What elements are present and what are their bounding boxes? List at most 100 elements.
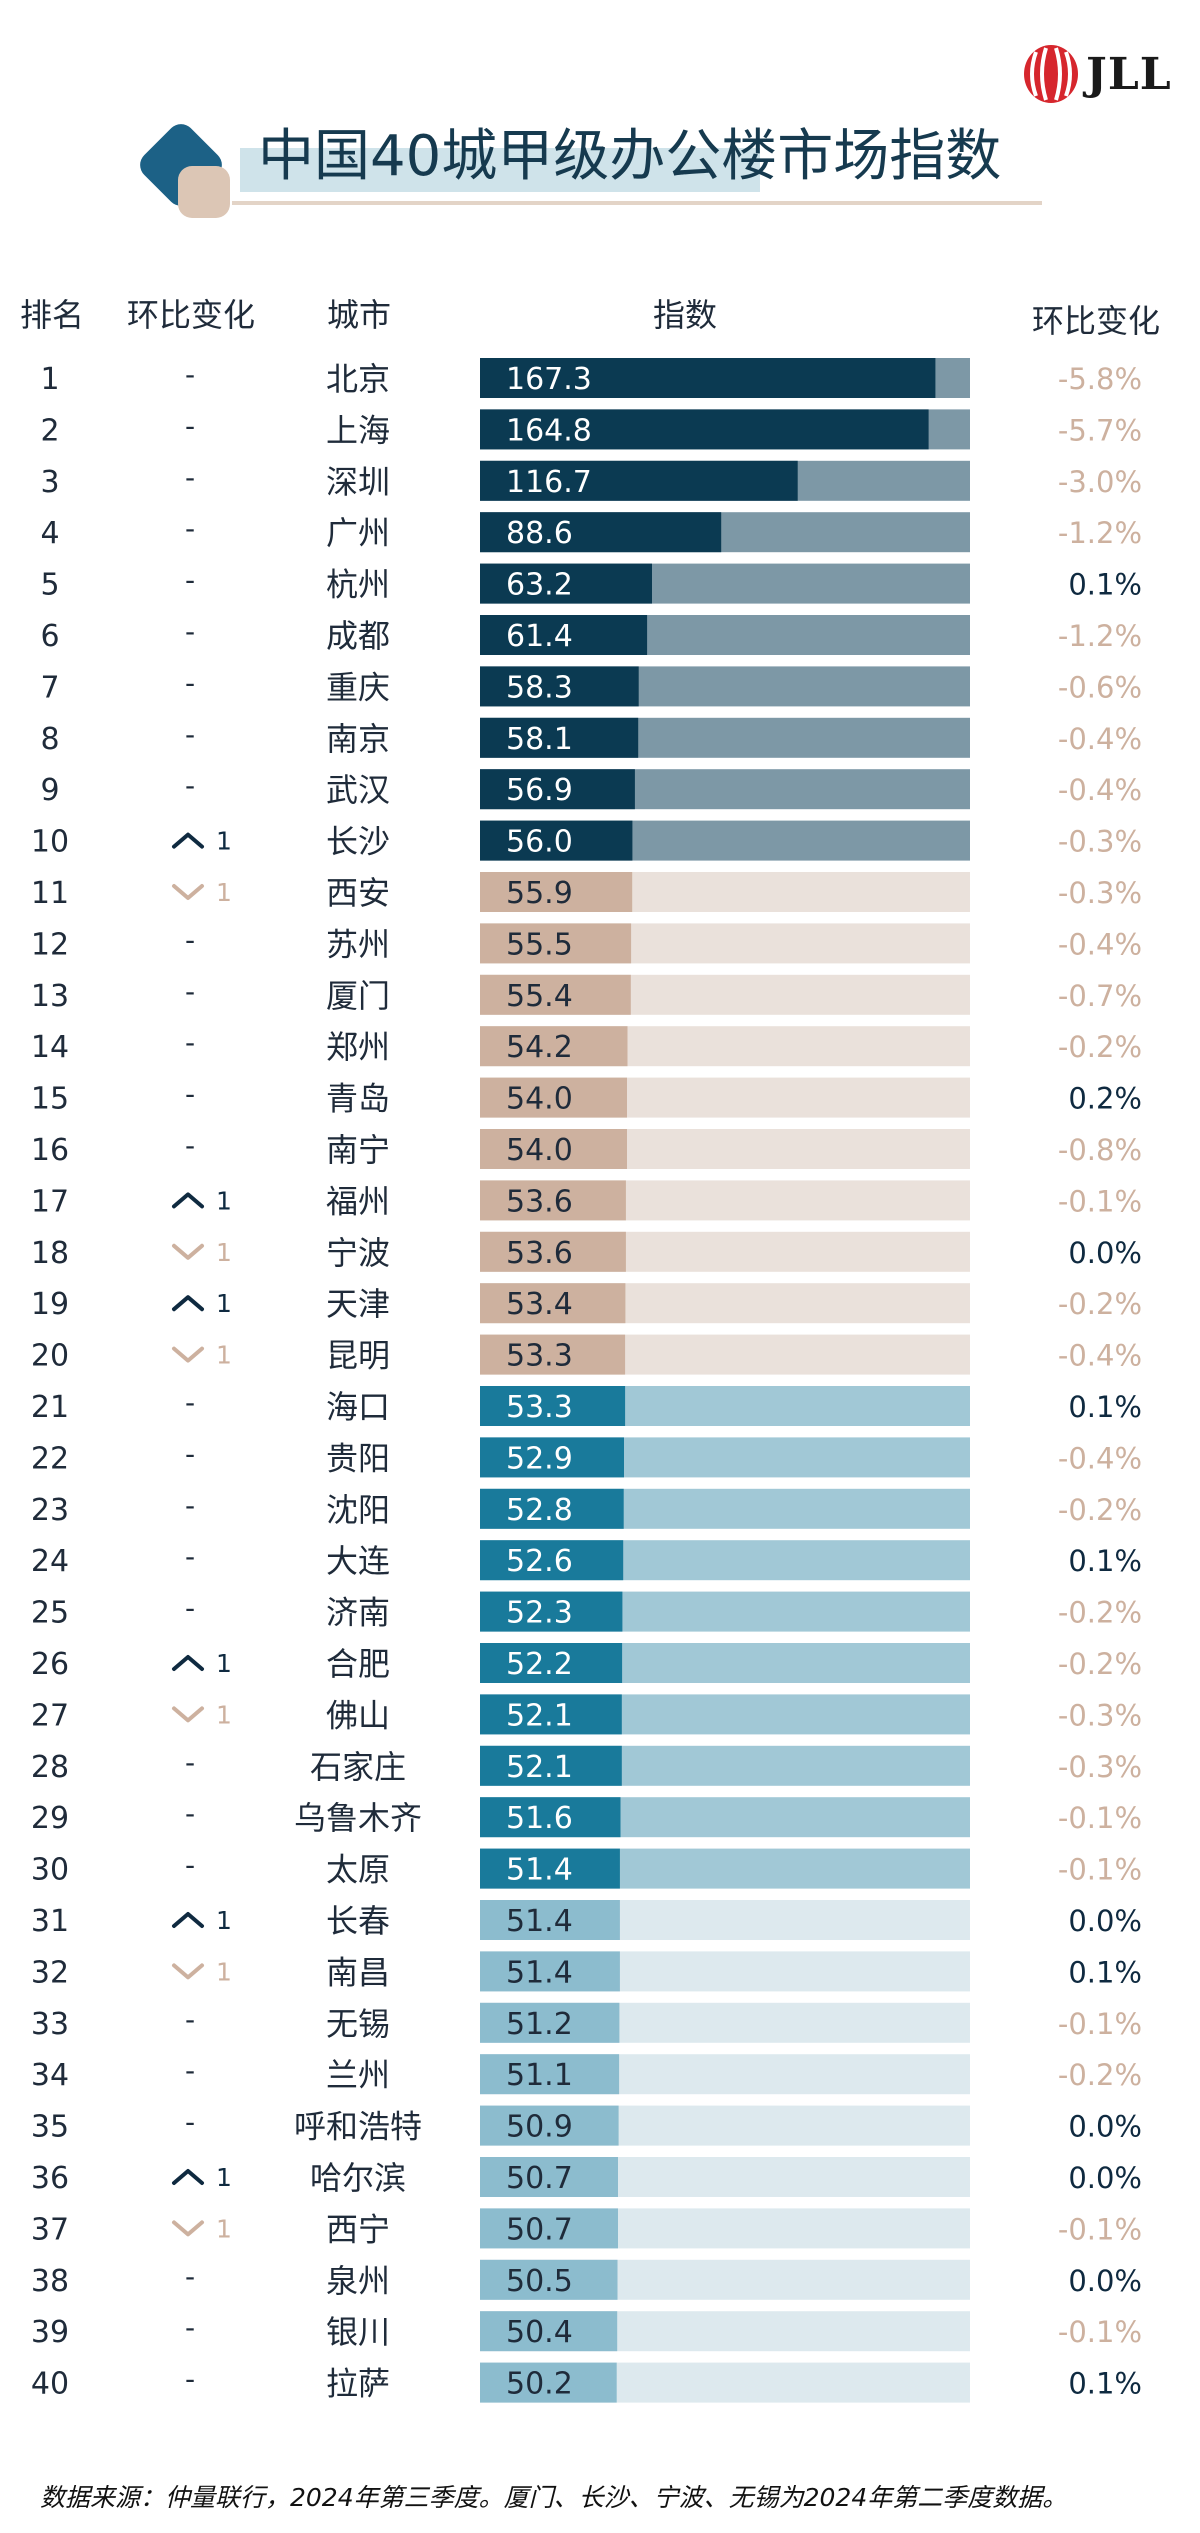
bar [480, 1334, 626, 1375]
bar [480, 460, 798, 501]
qoq-change-label: 0.1% [1068, 568, 1142, 602]
city-label: 银川 [326, 2313, 390, 2351]
rank-change-label: - [185, 2363, 195, 2396]
bar-value-label: 51.4 [506, 1955, 573, 1990]
city-label: 沈阳 [326, 1491, 390, 1529]
bar [480, 1437, 624, 1478]
title-underline [232, 201, 1042, 205]
jll-logo: JLL [1022, 44, 1172, 104]
qoq-change-label: -0.2% [1058, 1647, 1142, 1681]
rank-change-value: 1 [216, 1649, 232, 1678]
rank-label: 4 [40, 516, 59, 551]
table-row: 20 1 昆明 53.3 -0.4% [31, 1334, 1142, 1375]
bar [480, 1900, 620, 1940]
rank-up-arrow-icon [172, 1912, 204, 1928]
rank-label: 31 [31, 1904, 69, 1939]
rank-change-label: - [185, 718, 195, 751]
bar [480, 563, 652, 604]
rank-change-label: - [185, 615, 195, 648]
rank-change-label: - [185, 1437, 195, 1470]
rank-label: 33 [31, 2007, 69, 2042]
qoq-change-label: -1.2% [1058, 516, 1142, 550]
rank-label: 29 [31, 1801, 69, 1836]
rank-change-label: - [185, 975, 195, 1008]
table-row: 34 - 兰州 51.1 -0.2% [31, 2054, 1142, 2095]
rank-label: 24 [31, 1544, 69, 1579]
rank-label: 11 [31, 876, 69, 911]
rank-change-label: - [185, 2260, 195, 2293]
bar-value-label: 53.3 [506, 1390, 573, 1425]
rank-label: 35 [31, 2110, 69, 2145]
rank-label: 15 [31, 1082, 69, 1117]
city-label: 西安 [326, 874, 390, 912]
bar [480, 872, 633, 912]
table-row: 39 - 银川 50.4 -0.1% [31, 2311, 1142, 2352]
header-rank: 排名 [20, 296, 85, 334]
rank-change-label: - [185, 666, 195, 699]
city-label: 贵阳 [326, 1439, 390, 1477]
city-label: 南宁 [326, 1131, 390, 1169]
bar-value-label: 55.9 [506, 876, 573, 911]
source-note: 数据来源：仲量联行，2024年第三季度。厦门、长沙、宁波、无锡为2024年第二季… [40, 2483, 1068, 2512]
city-label: 南京 [326, 720, 390, 758]
bar-value-label: 50.2 [506, 2367, 573, 2402]
bar [480, 2002, 620, 2043]
qoq-change-label: -0.3% [1058, 876, 1142, 910]
table-row: 16 - 南宁 54.0 -0.8% [31, 1129, 1142, 1169]
rank-change-value: 1 [216, 1238, 232, 1267]
table-row: 6 - 成都 61.4 -1.2% [40, 615, 1142, 655]
table-row: 27 1 佛山 52.1 -0.3% [31, 1694, 1142, 1735]
rank-change-label: - [185, 1078, 195, 1111]
header-rank-change: 环比变化 [127, 296, 256, 334]
rank-label: 40 [31, 2367, 69, 2402]
bar-value-label: 55.5 [506, 927, 573, 962]
qoq-change-label: -0.1% [1058, 2212, 1142, 2246]
rank-change-label: - [185, 769, 195, 802]
qoq-change-label: -0.4% [1058, 1441, 1142, 1475]
header-index-change: 环比变化 [1032, 302, 1161, 340]
bar-value-label: 58.1 [506, 722, 573, 757]
rank-change-label: - [185, 1129, 195, 1162]
bar [480, 2054, 620, 2095]
rank-label: 18 [31, 1236, 69, 1271]
table-row: 40 - 拉萨 50.2 0.1% [31, 2362, 1142, 2403]
city-label: 广州 [326, 514, 390, 552]
qoq-change-label: -0.1% [1058, 1853, 1142, 1887]
rank-change-label: - [185, 512, 195, 545]
city-label: 济南 [326, 1594, 390, 1632]
qoq-change-label: -0.3% [1058, 825, 1142, 859]
city-label: 乌鲁木齐 [294, 1799, 422, 1837]
qoq-change-label: -0.2% [1058, 1287, 1142, 1321]
bar [480, 1180, 626, 1221]
title-decoration [140, 124, 1042, 218]
qoq-change-label: -0.8% [1058, 1133, 1142, 1167]
rank-change-value: 1 [216, 1906, 232, 1935]
rank-change-label: - [185, 1386, 195, 1419]
bar [480, 1077, 627, 1118]
bar-value-label: 51.4 [506, 1853, 573, 1888]
bar [480, 1591, 623, 1632]
rank-label: 22 [31, 1441, 69, 1476]
bar [480, 974, 631, 1015]
table-row: 25 - 济南 52.3 -0.2% [31, 1591, 1142, 1632]
rank-label: 3 [40, 465, 59, 500]
rank-change-label: - [185, 2003, 195, 2036]
city-label: 深圳 [326, 463, 390, 501]
bar-value-label: 51.2 [506, 2007, 573, 2042]
rank-change-label: - [185, 358, 195, 391]
bar-value-label: 63.2 [506, 568, 573, 603]
table-row: 30 - 太原 51.4 -0.1% [31, 1848, 1142, 1889]
bar [480, 1026, 628, 1067]
city-label: 西宁 [326, 2210, 390, 2248]
bar-value-label: 61.4 [506, 619, 573, 654]
city-label: 郑州 [326, 1028, 390, 1066]
table-row: 21 - 海口 53.3 0.1% [31, 1386, 1142, 1426]
table-row: 13 - 厦门 55.4 -0.7% [31, 974, 1142, 1015]
table-row: 22 - 贵阳 52.9 -0.4% [31, 1437, 1142, 1478]
city-label: 合肥 [326, 1645, 390, 1683]
rank-change-value: 1 [216, 1289, 232, 1318]
header-index: 指数 [653, 296, 718, 334]
bar-value-label: 53.4 [506, 1287, 573, 1322]
qoq-change-label: 0.1% [1068, 1390, 1142, 1424]
